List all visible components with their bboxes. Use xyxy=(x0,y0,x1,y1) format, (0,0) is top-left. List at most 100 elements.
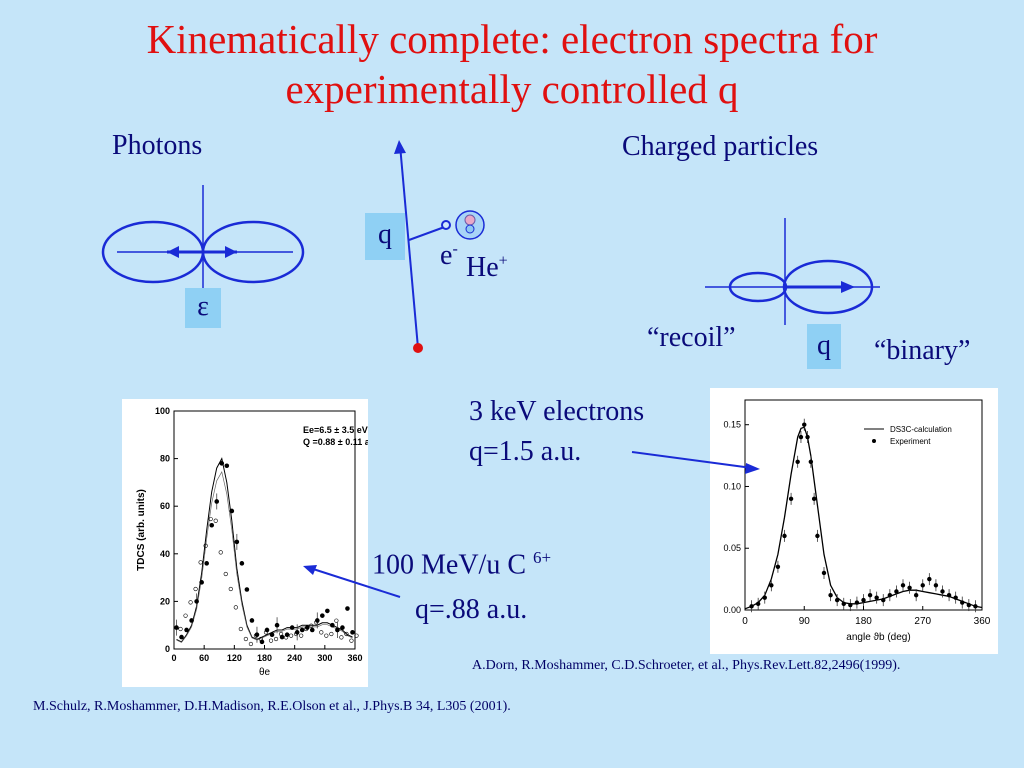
x-tick-label: 180 xyxy=(257,653,272,663)
open-data-point xyxy=(324,633,329,638)
data-point xyxy=(933,583,939,588)
x-axis-label: angle ϑb (deg) xyxy=(846,632,910,643)
data-point xyxy=(900,583,906,588)
reference-dorn: A.Dorn, R.Moshammer, C.D.Schroeter, et a… xyxy=(472,658,901,673)
legend-marker-sample xyxy=(872,439,876,443)
x-tick-label: 0 xyxy=(742,616,748,627)
data-point xyxy=(199,580,204,585)
data-point xyxy=(960,600,965,605)
open-data-point xyxy=(213,518,218,523)
data-point xyxy=(304,625,310,630)
data-point xyxy=(867,592,873,598)
electron-spectrum-chart: 0 90 180 270 360 0.00 0.05 0.10 0.15 angle ϑb (de… xyxy=(723,399,991,643)
data-point xyxy=(887,592,893,598)
data-point xyxy=(881,597,886,603)
y-tick-label: 0.10 xyxy=(723,481,741,491)
data-point xyxy=(798,434,804,440)
title-line-1: Kinematically complete: electron spectra… xyxy=(146,16,878,62)
binary-chart-panel: 0 90 180 270 360 0.00 0.05 0.10 0.15 angle ϑb (de… xyxy=(710,388,998,654)
data-point xyxy=(254,632,260,638)
recoil-label: “recoil” xyxy=(647,322,736,353)
series-line xyxy=(744,426,983,610)
data-point xyxy=(184,627,189,633)
open-data-point xyxy=(349,638,354,643)
x-tick-label: 120 xyxy=(227,653,242,663)
open-data-point xyxy=(334,618,339,623)
data-point xyxy=(775,564,781,569)
open-data-point xyxy=(183,613,188,618)
beam-annotation: 100 MeV/u C 6+ xyxy=(372,548,551,581)
y-tick-label: 40 xyxy=(160,549,170,559)
electron-label: e- xyxy=(440,240,458,272)
data-point xyxy=(848,602,853,608)
x-tick-label: 360 xyxy=(974,616,991,627)
open-data-point xyxy=(233,605,238,610)
data-point xyxy=(782,533,787,539)
open-data-point xyxy=(203,543,208,548)
data-point xyxy=(854,600,860,605)
open-data-point xyxy=(319,630,324,635)
data-point xyxy=(340,625,345,630)
data-point xyxy=(299,627,305,633)
data-point xyxy=(189,618,194,623)
data-point xyxy=(204,561,209,566)
open-data-point xyxy=(289,633,294,638)
data-point xyxy=(861,597,866,603)
data-point xyxy=(802,422,807,427)
x-tick-label: 60 xyxy=(199,653,209,663)
data-point xyxy=(284,632,290,638)
data-point xyxy=(209,522,215,528)
tdcs-chart-panel: 0 60 120 180 240 300 360 0 20 40 60 80 100 θe TDCS (ar… xyxy=(122,399,380,687)
data-point xyxy=(828,592,833,598)
data-point xyxy=(229,508,235,514)
x-tick-label: 180 xyxy=(855,616,872,627)
data-point xyxy=(320,613,325,618)
data-point xyxy=(795,459,800,464)
slide-title: Kinematically complete: electron spectra… xyxy=(0,14,1024,114)
data-point xyxy=(762,595,767,600)
open-data-point xyxy=(344,631,349,637)
open-data-point xyxy=(178,626,183,632)
data-point xyxy=(907,585,912,590)
q-box-charged: q xyxy=(807,324,841,369)
data-point xyxy=(749,604,754,609)
data-point xyxy=(194,599,199,604)
open-data-point xyxy=(354,633,359,638)
open-data-point xyxy=(299,633,304,638)
data-point xyxy=(174,625,179,630)
y-axis-label: TDCS (arb. units) xyxy=(136,489,147,571)
open-data-point xyxy=(273,636,279,642)
open-data-point xyxy=(268,638,274,643)
data-point xyxy=(294,630,300,635)
data-point xyxy=(314,618,320,623)
y-tick-label: 100 xyxy=(155,406,170,416)
x-tick-label: 270 xyxy=(914,616,931,627)
y-tick-label: 80 xyxy=(160,454,170,464)
data-point xyxy=(953,595,958,600)
open-data-point xyxy=(243,636,248,642)
binary-label: “binary” xyxy=(874,335,971,366)
legend-entry: Q =0.88 ± 0.11 a.u. xyxy=(303,437,368,447)
open-data-point xyxy=(218,550,223,555)
data-point xyxy=(264,627,270,633)
q-annotation-left: q=.88 a.u. xyxy=(415,594,528,625)
data-point xyxy=(279,634,285,640)
data-point xyxy=(927,576,932,582)
q-box: q xyxy=(365,213,405,260)
legend-entry: Ee=6.5 ± 3.5 eV xyxy=(303,425,368,435)
x-tick-label: 240 xyxy=(287,653,302,663)
series-line xyxy=(176,470,353,643)
ion-text: He xyxy=(466,252,499,283)
data-point xyxy=(913,592,919,598)
open-data-point xyxy=(208,516,213,522)
tdcs-chart: 0 60 120 180 240 300 360 0 20 40 60 80 100 θe TDCS (ar… xyxy=(136,406,380,678)
data-point xyxy=(244,587,250,592)
data-point xyxy=(259,639,265,645)
data-point xyxy=(249,618,255,623)
data-point xyxy=(788,496,794,502)
data-point xyxy=(755,601,761,607)
x-axis-label: θe xyxy=(259,667,271,678)
data-point xyxy=(219,461,225,466)
data-point xyxy=(805,434,810,440)
beam-text: 100 MeV/u C xyxy=(372,549,526,581)
